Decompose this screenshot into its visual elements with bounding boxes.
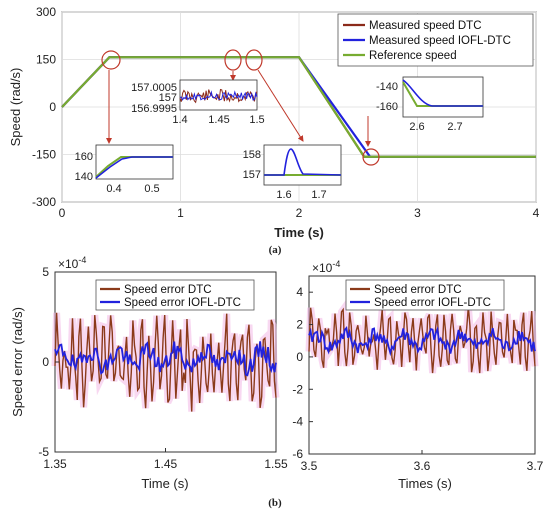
speed-error-chart-right: 4 2 0 -2 -4 -6 3.5 3.6 3.7 ×10-4 Times (s) Spee…: [292, 259, 543, 491]
speed-x-axis-label: Time (s): [274, 225, 324, 240]
zoom-marker-3: [245, 49, 263, 71]
error-x-tick: 1.55: [264, 457, 288, 471]
error-iofl-line: [54, 341, 277, 377]
inset1-xtick-2: 1.5: [249, 114, 264, 126]
zoom-arrow-3: [257, 69, 304, 142]
inset-reverse: -140 -160 2.6 2.7: [376, 76, 484, 133]
legend-label-error-dtc: Speed error DTC: [124, 284, 212, 296]
legend-label-error-iofl-right: Speed error IOFL-DTC: [374, 297, 491, 309]
speed-legend: Measured speed DTC Measured speed IOFL-D…: [337, 13, 534, 67]
legend-label-reference: Reference speed: [369, 50, 457, 62]
inset1-ytick-2: 156.9995: [131, 103, 177, 115]
error-x-tick: 1.45: [154, 457, 178, 471]
error-y-tick: 0: [42, 355, 49, 369]
speed-x-tick: 2: [296, 206, 303, 220]
legend-label-iofl: Measured speed IOFL-DTC: [369, 35, 511, 47]
speed-x-tick: 1: [177, 206, 184, 220]
error-y-tick: 4: [296, 285, 303, 299]
inset-overshoot: 158 157 1.6 1.7: [243, 144, 342, 201]
inset3-xtick-1: 1.7: [311, 189, 326, 201]
inset2-xtick-0: 0.4: [106, 183, 121, 195]
speed-series-line: [61, 56, 536, 158]
inset1-ytick-0: 157.0005: [131, 82, 177, 94]
speed-x-tick: 3: [414, 206, 421, 220]
inset1-xtick-0: 1.4: [172, 114, 187, 126]
speed-error-chart-left: 5 0 -5 1.35 1.45 1.55 ×10-4 Speed error (rad…: [10, 255, 288, 491]
error-y-tick: -2: [292, 382, 303, 396]
inset3-xtick-0: 1.6: [276, 189, 291, 201]
zoom-marker-1: [101, 50, 121, 70]
error-dtc-line: [308, 306, 536, 374]
error-x-tick: 3.6: [414, 459, 431, 473]
inset4-ytick-0: -140: [376, 81, 398, 93]
error-dtc-line: [54, 312, 277, 412]
inset1-iofl-line: [179, 90, 258, 101]
inset-steady-state: 157.0005 157 156.9995 1.4 1.45 1.5: [131, 79, 265, 126]
inset2-ytick-1: 140: [75, 171, 93, 183]
inset-startup: 160 140 0.4 0.5: [75, 144, 174, 195]
legend-label-error-dtc-right: Speed error DTC: [374, 284, 462, 296]
inset2-ytick-0: 160: [75, 151, 93, 163]
error-x-tick: 3.7: [527, 459, 544, 473]
inset4-xtick-0: 2.6: [409, 121, 424, 133]
inset4-ytick-1: -160: [376, 101, 398, 113]
panel-b-caption: (b): [268, 497, 282, 509]
speed-y-tick: -150: [32, 148, 56, 162]
error-left-exponent: ×10-4: [58, 255, 86, 271]
error-left-x-axis-label: Time (s): [141, 476, 188, 491]
speed-y-tick: 150: [36, 53, 56, 67]
speed-y-axis-label: Speed (rad/s): [8, 68, 23, 147]
legend-label-dtc: Measured speed DTC: [369, 20, 482, 32]
error-y-tick: -4: [292, 415, 303, 429]
inset3-ytick-0: 158: [243, 149, 261, 161]
error-right-legend: Speed error DTC Speed error IOFL-DTC: [345, 279, 505, 311]
zoom-marker-2: [224, 49, 242, 71]
error-y-tick: -6: [292, 447, 303, 461]
error-right-exponent: ×10-4: [312, 259, 340, 275]
inset1-ytick-1: 157: [159, 92, 177, 104]
error-y-axis-label: Speed error (rad/s): [10, 307, 25, 417]
inset4-xtick-1: 2.7: [447, 121, 462, 133]
inset3-ytick-1: 157: [243, 169, 261, 181]
speed-x-tick: 4: [533, 206, 540, 220]
error-iofl-line: [308, 326, 536, 357]
error-y-tick: 5: [42, 265, 49, 279]
speed-chart: -300 -150 0 150 300 0 1 2 3 4 Speed (rad/s) Time…: [8, 5, 540, 256]
panel-a-caption: (a): [269, 244, 282, 256]
speed-y-tick: 300: [36, 5, 56, 19]
error-y-tick: 0: [296, 350, 303, 364]
speed-y-tick: -300: [32, 195, 56, 209]
error-x-tick: 3.5: [301, 459, 318, 473]
inset2-xtick-1: 0.5: [144, 183, 159, 195]
error-y-tick: 2: [296, 318, 303, 332]
speed-y-tick: 0: [49, 100, 56, 114]
speed-x-tick: 0: [59, 206, 66, 220]
inset1-xtick-1: 1.45: [208, 114, 229, 126]
error-y-tick: -5: [38, 445, 49, 459]
legend-label-error-iofl: Speed error IOFL-DTC: [124, 297, 241, 309]
error-right-x-axis-label: Times (s): [398, 476, 452, 491]
error-left-legend: Speed error DTC Speed error IOFL-DTC: [95, 279, 255, 311]
zoom-marker-4: [362, 148, 380, 166]
error-x-tick: 1.35: [43, 457, 67, 471]
